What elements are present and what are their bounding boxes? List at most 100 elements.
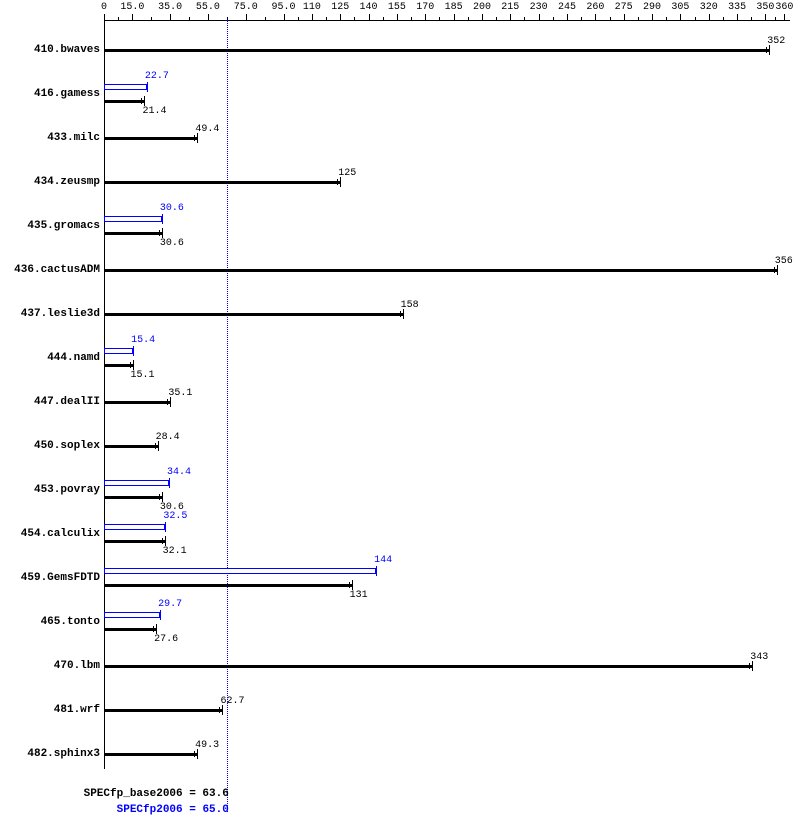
base-bar (104, 313, 403, 316)
benchmark-label: 437.leslie3d (0, 308, 100, 320)
peak-bar-cap (165, 522, 166, 532)
axis-minor-tick (118, 17, 119, 20)
base-bar (104, 100, 144, 103)
axis-tick-label: 140 (360, 2, 378, 13)
axis-minor-tick (524, 17, 525, 20)
benchmark-label: 410.bwaves (0, 44, 100, 56)
axis-minor-tick (775, 17, 776, 20)
base-value-label: 62.7 (220, 696, 244, 707)
base-value-label: 32.1 (163, 546, 187, 557)
base-bar (104, 232, 162, 235)
axis-tick (340, 14, 341, 20)
axis-tick-label: 260 (586, 2, 604, 13)
axis-tick-label: 245 (558, 2, 576, 13)
axis-minor-tick (189, 17, 190, 20)
base-value-label: 356 (775, 256, 793, 267)
axis-tick-label: 335 (728, 2, 746, 13)
benchmark-label: 444.namd (0, 352, 100, 364)
peak-bar (104, 568, 376, 574)
axis-tick (709, 14, 710, 20)
axis-tick (652, 14, 653, 20)
base-value-label: 158 (401, 300, 419, 311)
base-bar (104, 584, 352, 587)
base-bar (104, 445, 158, 448)
axis-minor-tick (468, 17, 469, 20)
axis-tick (765, 14, 766, 20)
axis-tick (397, 14, 398, 20)
axis-minor-tick (751, 17, 752, 20)
base-value-label: 131 (350, 590, 368, 601)
axis-minor-tick (553, 17, 554, 20)
base-bar-cap-inner (159, 230, 160, 236)
peak-bar (104, 612, 160, 618)
base-bar-cap-inner (749, 663, 750, 669)
base-bar (104, 709, 222, 712)
benchmark-label: 436.cactusADM (0, 264, 100, 276)
axis-tick-label: 125 (331, 2, 349, 13)
axis-tick-label: 155 (388, 2, 406, 13)
axis-minor-tick (383, 17, 384, 20)
axis-tick-label: 35.0 (158, 2, 182, 13)
axis-minor-tick (151, 17, 152, 20)
axis-tick-label: 15.0 (120, 2, 144, 13)
axis-minor-tick (354, 17, 355, 20)
axis-tick (624, 14, 625, 20)
axis-tick-label: 320 (700, 2, 718, 13)
axis-line (104, 20, 790, 21)
base-bar-cap (133, 360, 134, 370)
benchmark-label: 433.milc (0, 132, 100, 144)
axis-tick-label: 200 (473, 2, 491, 13)
base-bar-cap (162, 492, 163, 502)
base-value-label: 343 (750, 652, 768, 663)
base-value-label: 49.4 (195, 124, 219, 135)
base-bar (104, 665, 752, 668)
axis-tick (170, 14, 171, 20)
axis-tick (680, 14, 681, 20)
benchmark-label: 459.GemsFDTD (0, 572, 100, 584)
peak-bar (104, 524, 165, 530)
axis-tick (312, 14, 313, 20)
reference-line (227, 20, 228, 812)
axis-minor-tick (326, 17, 327, 20)
axis-minor-tick (638, 17, 639, 20)
axis-tick-label: 360 (775, 2, 793, 13)
axis-tick (454, 14, 455, 20)
peak-value-label: 34.4 (167, 467, 191, 478)
base-bar-cap (162, 228, 163, 238)
left-baseline (104, 20, 105, 769)
base-bar-cap-inner (337, 179, 338, 185)
axis-minor-tick (265, 17, 266, 20)
axis-minor-tick (496, 17, 497, 20)
axis-tick-label: 305 (671, 2, 689, 13)
spec-chart: 015.035.055.075.095.01101251401551701852… (0, 0, 799, 831)
axis-tick-label: 185 (445, 2, 463, 13)
peak-bar-cap (160, 610, 161, 620)
base-value-label: 15.1 (131, 370, 155, 381)
base-value-label: 352 (767, 36, 785, 47)
base-value-label: 27.6 (154, 634, 178, 645)
axis-tick-label: 350 (756, 2, 774, 13)
footer-base-score: SPECfp_base2006 = 63.6 (84, 788, 229, 800)
base-bar-cap-inner (153, 626, 154, 632)
axis-tick (784, 14, 785, 20)
base-bar (104, 753, 197, 756)
axis-tick-label: 75.0 (234, 2, 258, 13)
axis-tick (567, 14, 568, 20)
base-value-label: 30.6 (160, 238, 184, 249)
base-value-label: 28.4 (156, 432, 180, 443)
axis-tick (595, 14, 596, 20)
base-value-label: 21.4 (142, 106, 166, 117)
base-bar-cap-inner (141, 98, 142, 104)
peak-bar-cap (147, 82, 148, 92)
benchmark-label: 450.soplex (0, 440, 100, 452)
axis-minor-tick (581, 17, 582, 20)
axis-tick (369, 14, 370, 20)
benchmark-label: 434.zeusmp (0, 176, 100, 188)
base-bar-cap-inner (159, 494, 160, 500)
axis-tick-label: 290 (643, 2, 661, 13)
axis-minor-tick (723, 17, 724, 20)
base-value-label: 49.3 (195, 740, 219, 751)
base-bar-cap (352, 580, 353, 590)
peak-value-label: 144 (374, 555, 392, 566)
peak-value-label: 29.7 (158, 599, 182, 610)
